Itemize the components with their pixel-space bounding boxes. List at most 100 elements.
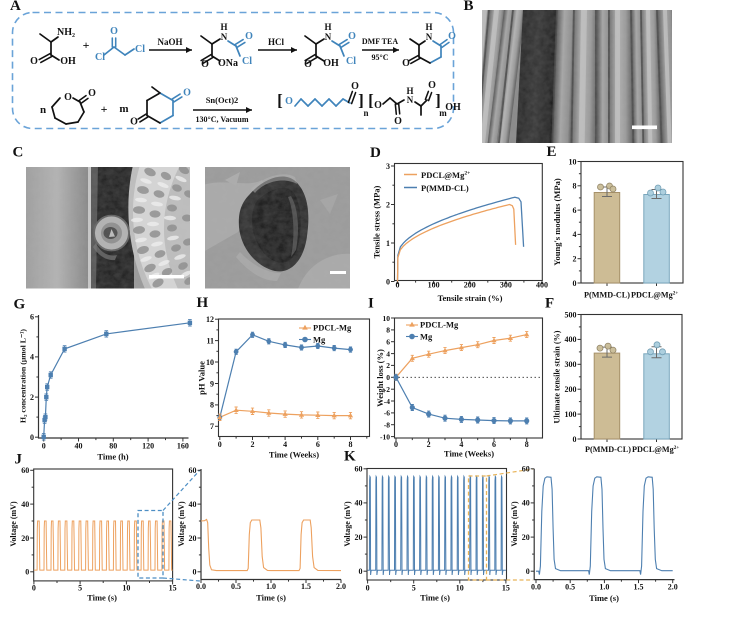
svg-text:100: 100 [565, 410, 577, 419]
svg-text:O: O [285, 96, 293, 107]
svg-text:Mg: Mg [420, 332, 433, 342]
svg-text:O: O [351, 81, 359, 92]
svg-text:O: O [448, 31, 456, 42]
svg-text:+: + [101, 102, 108, 116]
svg-text:0: 0 [42, 442, 46, 451]
svg-text:12: 12 [206, 315, 214, 324]
svg-text:10: 10 [569, 157, 577, 166]
svg-text:1.0: 1.0 [266, 582, 276, 591]
svg-text:1: 1 [386, 239, 390, 248]
svg-text:PDCL@Mg2+: PDCL@Mg2+ [631, 290, 678, 299]
svg-text:Time (s): Time (s) [589, 593, 619, 603]
svg-text:300: 300 [565, 360, 577, 369]
svg-text:0: 0 [396, 281, 400, 290]
svg-text:PDCL@Mg2+: PDCL@Mg2+ [632, 445, 679, 454]
svg-text:DMF TEA: DMF TEA [362, 37, 398, 46]
svg-text:Mg: Mg [313, 335, 326, 345]
svg-text:Time (s): Time (s) [256, 593, 286, 603]
svg-text:80: 80 [109, 442, 117, 451]
svg-text:N: N [221, 32, 228, 42]
svg-text:H: H [197, 295, 209, 311]
svg-text:H: H [324, 22, 331, 32]
svg-text:O: O [428, 80, 436, 91]
svg-text:0: 0 [218, 440, 222, 449]
svg-text:6: 6 [316, 440, 320, 449]
svg-text:ONa: ONa [218, 58, 238, 69]
svg-text:10: 10 [456, 584, 464, 593]
svg-text:10: 10 [122, 584, 130, 593]
svg-text:NaOH: NaOH [157, 37, 182, 47]
svg-text:HCl: HCl [268, 37, 285, 47]
svg-text:300: 300 [500, 281, 512, 290]
svg-text:Cl: Cl [242, 56, 252, 67]
svg-text:O: O [245, 31, 253, 42]
svg-text:pH Value: pH Value [197, 361, 207, 395]
svg-text:4: 4 [386, 349, 390, 358]
svg-text:Tensile stress (MPa): Tensile stress (MPa) [372, 185, 382, 258]
svg-text:200: 200 [464, 281, 476, 290]
svg-text:H: H [220, 22, 227, 32]
svg-text:[: [ [277, 91, 283, 110]
svg-text:20: 20 [355, 533, 363, 542]
svg-text:500: 500 [565, 310, 577, 319]
svg-text:2.0: 2.0 [668, 583, 678, 592]
svg-text:O: O [374, 100, 382, 111]
svg-text:O: O [110, 26, 118, 37]
svg-text:+: + [83, 38, 90, 52]
svg-text:6: 6 [573, 206, 577, 215]
svg-text:P(MMD-CL): P(MMD-CL) [421, 183, 469, 193]
svg-text:B: B [464, 0, 474, 14]
svg-text:-2: -2 [384, 385, 390, 394]
svg-text:Tensile strain (%): Tensile strain (%) [438, 293, 503, 303]
svg-text:PDCL-Mg: PDCL-Mg [420, 320, 459, 330]
svg-text:[: [ [368, 91, 374, 110]
svg-text:C: C [13, 145, 24, 161]
svg-text:Voltage (mV): Voltage (mV) [9, 501, 18, 547]
svg-text:O: O [394, 116, 402, 127]
svg-text:160: 160 [177, 442, 189, 451]
svg-text:0: 0 [32, 584, 36, 593]
svg-text:0.0: 0.0 [196, 582, 206, 591]
svg-text:PDCL-Mg: PDCL-Mg [313, 323, 352, 333]
svg-text:Cl: Cl [95, 52, 105, 63]
svg-text:2: 2 [573, 255, 577, 264]
svg-text:m: m [119, 103, 128, 115]
svg-text:-6: -6 [384, 409, 390, 418]
svg-text:120: 120 [142, 442, 154, 451]
svg-text:200: 200 [565, 385, 577, 394]
svg-text:60: 60 [189, 466, 197, 475]
svg-text:95°C: 95°C [372, 53, 389, 62]
svg-text:Sn(Oct)2: Sn(Oct)2 [206, 95, 239, 105]
svg-text:10: 10 [383, 314, 391, 323]
svg-text:2.0: 2.0 [336, 582, 346, 591]
svg-text:]: ] [358, 91, 364, 110]
svg-text:60: 60 [355, 465, 363, 474]
svg-text:1.5: 1.5 [301, 582, 311, 591]
svg-text:40: 40 [355, 499, 363, 508]
svg-text:Weight loss (%): Weight loss (%) [375, 349, 385, 407]
svg-text:H: H [406, 86, 413, 96]
svg-text:Ultimate tensile strain (%): Ultimate tensile strain (%) [553, 330, 562, 423]
svg-text:P(MMD-CL): P(MMD-CL) [585, 445, 631, 454]
svg-text:0: 0 [366, 584, 370, 593]
svg-text:O: O [88, 88, 96, 99]
svg-text:5: 5 [78, 584, 82, 593]
svg-text:15: 15 [169, 584, 177, 593]
svg-text:F: F [545, 296, 554, 312]
svg-text:6: 6 [386, 338, 390, 347]
svg-text:9: 9 [210, 379, 214, 388]
svg-text:E: E [547, 144, 557, 160]
svg-text:0.5: 0.5 [565, 583, 575, 592]
svg-text:n: n [363, 108, 368, 118]
svg-text:Cl: Cl [346, 56, 356, 67]
svg-text:A: A [10, 0, 21, 14]
svg-text:0: 0 [526, 567, 530, 576]
svg-text:4: 4 [30, 353, 34, 362]
svg-text:400: 400 [565, 335, 577, 344]
svg-text:Time (Weeks): Time (Weeks) [444, 449, 494, 459]
svg-text:Voltage (mV): Voltage (mV) [510, 501, 519, 547]
svg-text:-8: -8 [384, 421, 390, 430]
svg-text:0: 0 [30, 433, 34, 442]
svg-text:P(MMD-CL): P(MMD-CL) [584, 291, 630, 300]
svg-text:N: N [325, 32, 332, 42]
